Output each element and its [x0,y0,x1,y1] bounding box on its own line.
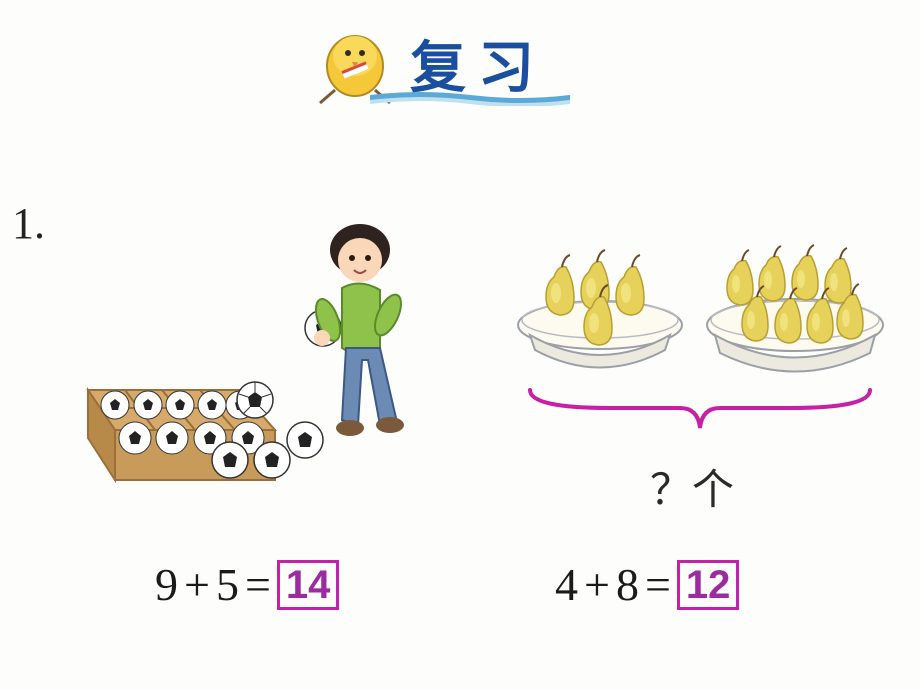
question-number: 1. [12,198,45,249]
equals: = [245,558,271,611]
pears-plate-2 [727,245,863,343]
answer-box-left: 14 [277,560,340,610]
operator: + [184,558,210,611]
equals: = [645,558,671,611]
title-underline [370,92,570,106]
soccer-scene [80,180,430,500]
operand-b: 5 [216,558,239,611]
operator: + [584,558,610,611]
operand-a: 9 [155,558,178,611]
curly-brace [520,380,880,440]
boy-icon [311,224,406,436]
answer-box-right: 12 [677,560,740,610]
operand-a: 4 [555,558,578,611]
equation-right: 4 + 8 = 12 [555,558,739,611]
question-count-label: ？个 [650,456,734,517]
title-area: 复习 [310,18,610,108]
operand-b: 8 [616,558,639,611]
equation-left: 9 + 5 = 14 [155,558,339,611]
